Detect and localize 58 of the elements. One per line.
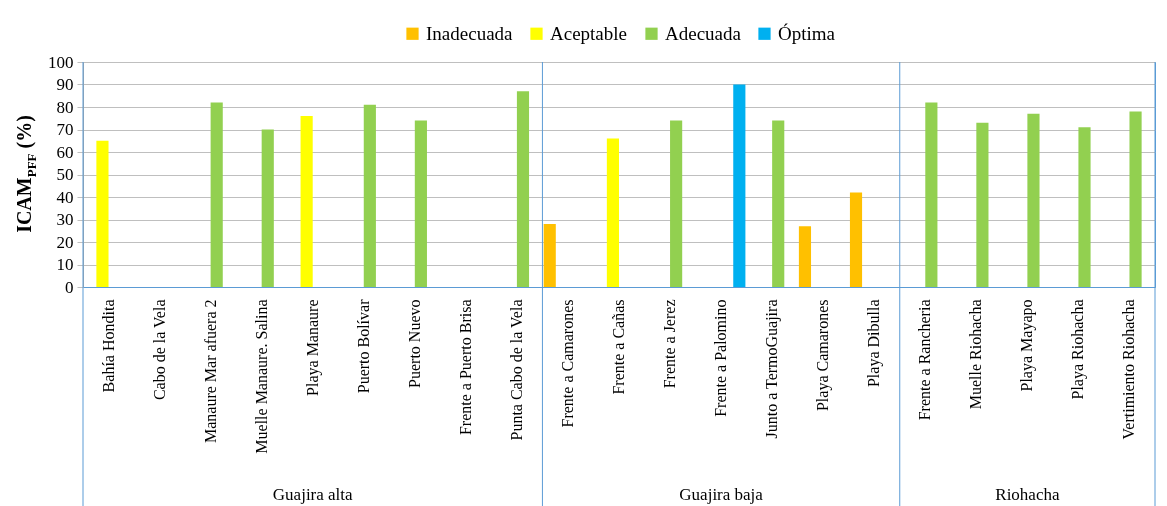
legend-label: Aceptable xyxy=(550,22,628,44)
bar xyxy=(414,120,427,287)
x-tick-label: Frente a Palomino xyxy=(712,299,730,417)
x-tick-label: Frente a Cañas xyxy=(610,299,627,395)
bar xyxy=(670,120,683,287)
x-tick-label: Manaure Mar afuera 2 xyxy=(201,299,219,443)
bar xyxy=(363,104,376,287)
bar xyxy=(1129,111,1142,287)
y-tick-label: 90 xyxy=(56,75,74,94)
x-tick-label: Playa Camarones xyxy=(814,299,833,412)
x-tick-label: Frente a Puerto Brisa xyxy=(456,299,474,436)
x-tick-label: Muelle Riohacha xyxy=(967,299,985,410)
x-tick-label: Muelle Manaure. Salina xyxy=(252,299,270,454)
y-tick-label: 30 xyxy=(56,210,74,229)
text: Guajira baja xyxy=(679,485,764,504)
bar xyxy=(1027,113,1040,287)
x-tick-label: Puerto Nuevo xyxy=(405,299,423,388)
x-tick-label: Frente a Jerez xyxy=(661,299,679,389)
y-tick-label: 0 xyxy=(65,277,74,297)
x-tick-label: Playa Riohacha xyxy=(1069,299,1088,400)
text: Riohacha xyxy=(995,485,1060,504)
y-tick-label: 20 xyxy=(56,232,74,252)
legend-label: Inadecuada xyxy=(426,22,514,44)
y-tick-label: 40 xyxy=(56,187,74,207)
x-tick-label: Punta Cabo de la Vela xyxy=(507,299,525,441)
y-tick-label: 70 xyxy=(56,120,74,139)
bar xyxy=(849,192,863,287)
x-tick-label: Frente a Camarones xyxy=(558,299,576,428)
bar xyxy=(772,120,785,287)
y-tick-label: 50 xyxy=(56,165,74,184)
y-tick-label: 60 xyxy=(56,142,74,162)
x-tick-label: Junto a TermoGuajira xyxy=(763,299,782,439)
legend-label: Adecuada xyxy=(665,22,742,44)
x-tick-label: Cabo de la Vela xyxy=(150,299,168,401)
x-tick-label: Bahía Hondita xyxy=(99,299,117,393)
x-tick-label: Playa Manaure xyxy=(303,299,322,396)
y-tick-label: 10 xyxy=(56,255,74,274)
x-tick-label: Vertimiento Riohacha xyxy=(1120,299,1138,440)
text: Guajira alta xyxy=(272,485,354,504)
bar xyxy=(733,84,746,287)
x-tick-label: Frente a Rancheria xyxy=(916,299,934,421)
bar xyxy=(606,138,619,287)
bar xyxy=(1078,127,1091,287)
x-tick-label: Playa Dibulla xyxy=(865,299,884,388)
y-tick-label: 100 xyxy=(48,52,74,72)
x-tick-label: Puerto Bolívar xyxy=(354,298,372,394)
bar xyxy=(798,226,812,287)
bar xyxy=(925,102,938,287)
legend-label: Óptima xyxy=(778,22,836,44)
bar xyxy=(976,122,989,287)
bar xyxy=(261,129,274,287)
bar xyxy=(96,140,109,287)
bar xyxy=(300,116,313,287)
y-tick-label: 80 xyxy=(56,97,74,117)
bar xyxy=(516,91,530,287)
bar xyxy=(543,224,556,287)
bar xyxy=(210,102,223,287)
x-tick-label: Playa Mayapo xyxy=(1018,299,1037,392)
